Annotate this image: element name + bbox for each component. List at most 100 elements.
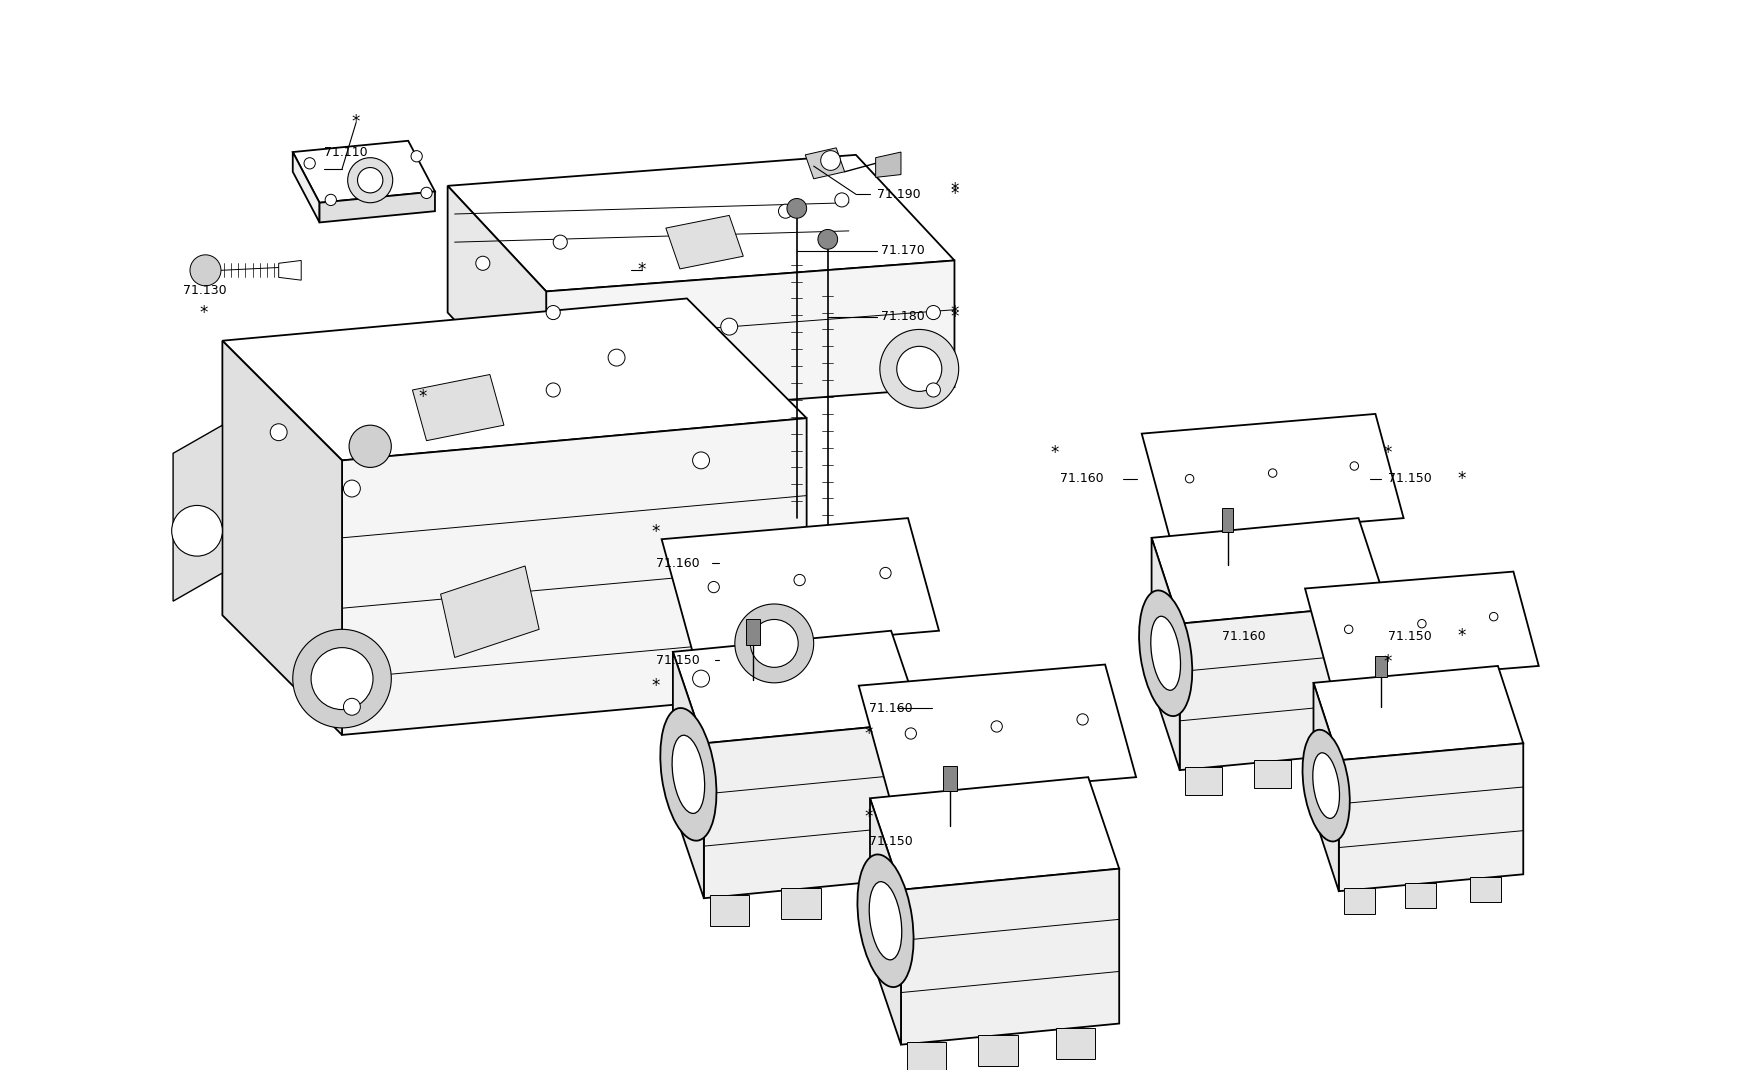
Text: *: * (351, 113, 360, 132)
Text: 71.150: 71.150 (1388, 472, 1431, 485)
Circle shape (1349, 462, 1358, 470)
Polygon shape (781, 888, 821, 919)
Circle shape (692, 670, 710, 687)
Circle shape (925, 306, 939, 320)
Text: 71.180: 71.180 (880, 310, 925, 323)
Circle shape (475, 256, 490, 271)
Circle shape (1184, 474, 1193, 483)
Text: *: * (652, 676, 659, 694)
Text: 71.170: 71.170 (880, 244, 925, 257)
Ellipse shape (1139, 591, 1191, 716)
Polygon shape (1469, 877, 1499, 902)
Polygon shape (943, 766, 956, 791)
Circle shape (190, 255, 221, 286)
Polygon shape (710, 896, 748, 927)
Ellipse shape (671, 735, 704, 813)
Text: *: * (652, 523, 659, 541)
Circle shape (720, 318, 737, 335)
Circle shape (880, 567, 890, 579)
Text: *: * (1456, 627, 1464, 645)
Text: *: * (949, 308, 958, 325)
Circle shape (311, 647, 372, 709)
Circle shape (1076, 714, 1087, 725)
Text: *: * (417, 388, 426, 406)
Polygon shape (859, 882, 897, 913)
Circle shape (991, 721, 1002, 732)
Polygon shape (1403, 883, 1435, 908)
Polygon shape (1344, 888, 1374, 914)
Circle shape (786, 199, 807, 218)
Polygon shape (673, 630, 922, 744)
Polygon shape (447, 155, 955, 291)
Circle shape (692, 452, 710, 469)
Circle shape (553, 235, 567, 249)
Circle shape (793, 575, 805, 585)
Polygon shape (1151, 518, 1386, 624)
Text: *: * (949, 304, 958, 322)
Text: 71.160: 71.160 (1059, 472, 1103, 485)
Text: 71.160: 71.160 (1221, 630, 1264, 643)
Polygon shape (1221, 508, 1233, 532)
Text: 71.160: 71.160 (868, 702, 911, 715)
Ellipse shape (857, 855, 913, 988)
Polygon shape (1056, 1028, 1094, 1058)
Polygon shape (704, 722, 922, 898)
Polygon shape (1184, 767, 1221, 795)
Polygon shape (906, 1042, 946, 1070)
Circle shape (835, 193, 849, 207)
Polygon shape (673, 652, 704, 898)
Polygon shape (859, 664, 1136, 798)
Ellipse shape (1149, 616, 1179, 690)
Circle shape (421, 187, 431, 199)
Text: 71.150: 71.150 (656, 654, 699, 667)
Circle shape (292, 629, 391, 728)
Polygon shape (1141, 414, 1403, 538)
Polygon shape (292, 152, 320, 223)
Circle shape (821, 151, 840, 170)
Circle shape (904, 728, 916, 739)
Circle shape (925, 383, 939, 397)
Polygon shape (223, 299, 807, 460)
Circle shape (350, 425, 391, 468)
Polygon shape (440, 566, 539, 657)
Text: *: * (1050, 444, 1057, 462)
Polygon shape (875, 152, 901, 178)
Ellipse shape (1303, 730, 1349, 841)
Text: *: * (949, 181, 958, 199)
Circle shape (750, 620, 798, 668)
Polygon shape (870, 798, 901, 1044)
Text: 71.150: 71.150 (1388, 630, 1431, 643)
Circle shape (348, 157, 393, 202)
Ellipse shape (870, 882, 901, 960)
Polygon shape (805, 148, 843, 179)
Polygon shape (1179, 603, 1386, 770)
Polygon shape (977, 1035, 1017, 1066)
Text: *: * (638, 261, 645, 279)
Polygon shape (546, 260, 955, 418)
Circle shape (546, 306, 560, 320)
Circle shape (734, 603, 814, 683)
Polygon shape (292, 141, 435, 202)
Text: *: * (1456, 470, 1464, 488)
Polygon shape (223, 340, 343, 735)
Polygon shape (666, 215, 743, 269)
Polygon shape (746, 620, 760, 645)
Text: *: * (200, 304, 209, 322)
Circle shape (325, 195, 336, 205)
Circle shape (304, 157, 315, 169)
Text: *: * (864, 724, 873, 743)
Circle shape (777, 204, 791, 218)
Circle shape (343, 699, 360, 715)
Polygon shape (278, 260, 301, 280)
Circle shape (1489, 612, 1497, 621)
Circle shape (708, 581, 718, 593)
Polygon shape (870, 777, 1118, 890)
Text: 71.160: 71.160 (656, 556, 699, 569)
Circle shape (609, 349, 624, 366)
Circle shape (546, 383, 560, 397)
Circle shape (172, 505, 223, 556)
Polygon shape (1254, 761, 1290, 789)
Circle shape (817, 229, 836, 249)
Polygon shape (412, 374, 504, 441)
Circle shape (270, 424, 287, 441)
